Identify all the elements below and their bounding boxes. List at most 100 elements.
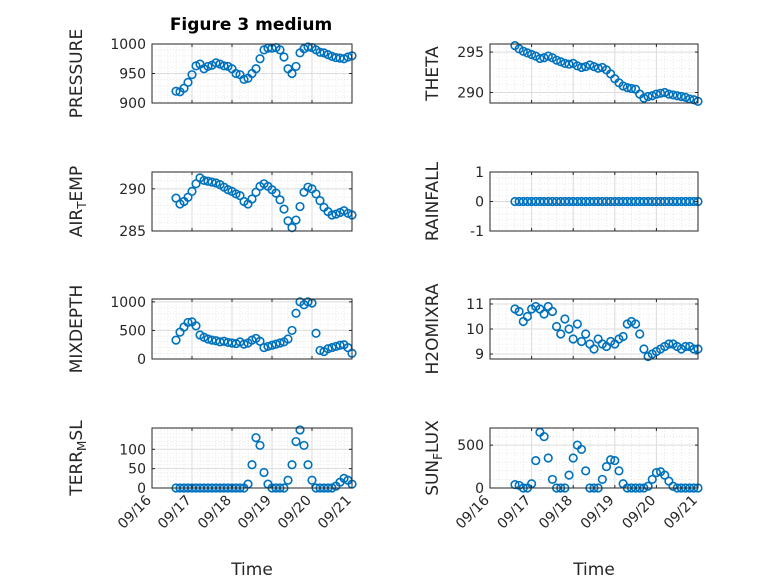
data-point xyxy=(626,83,637,94)
x-tick-label: 09/18 xyxy=(195,493,235,533)
x-tick-label: 09/18 xyxy=(536,493,576,533)
data-point xyxy=(514,306,524,317)
data-point xyxy=(556,57,566,67)
data-point xyxy=(311,328,321,338)
data-point xyxy=(187,186,197,196)
data-point xyxy=(203,61,213,72)
data-point xyxy=(171,335,181,345)
data-point xyxy=(311,189,321,199)
x-tick-label: 09/21 xyxy=(315,493,355,533)
data-point xyxy=(618,331,628,342)
data-point xyxy=(287,68,297,79)
axes-box xyxy=(489,43,699,104)
data-point xyxy=(267,340,277,350)
data-point xyxy=(315,196,325,206)
y-axis-label: TERRMSL xyxy=(67,420,89,497)
data-point xyxy=(660,87,670,98)
figure-title: Figure 3 medium xyxy=(170,15,332,35)
y-tick-label: 295 xyxy=(457,45,484,61)
data-point xyxy=(287,460,297,470)
data-point xyxy=(560,314,570,324)
data-point xyxy=(247,460,257,470)
subplot-terrmsl: 0 50 100 09/16 09/17 09/18 09/19 09/20 09/21 Time… xyxy=(67,420,357,580)
data-point xyxy=(247,194,257,204)
data-point xyxy=(539,309,549,319)
y-tick-label: 500 xyxy=(119,323,146,339)
data-point xyxy=(551,321,562,332)
data-point xyxy=(668,90,678,100)
data-point xyxy=(283,475,293,485)
y-axis-label: SUNFLUX xyxy=(423,420,445,496)
y-tick-label: 1000 xyxy=(110,37,146,53)
data-point xyxy=(551,55,562,65)
data-point xyxy=(547,474,558,485)
data-point xyxy=(643,91,653,102)
data-point xyxy=(327,342,337,353)
subplot-pressure: 900 950 1000 PRESSURE xyxy=(67,29,357,118)
data-point xyxy=(564,324,574,334)
data-point xyxy=(291,436,301,447)
data-point xyxy=(543,51,553,61)
data-point xyxy=(568,453,578,463)
data-point xyxy=(279,204,289,214)
data-point xyxy=(231,68,241,79)
x-axis-label: Time xyxy=(230,560,273,580)
data-point xyxy=(664,339,674,349)
data-point xyxy=(283,334,293,344)
data-point xyxy=(622,83,632,93)
data-point xyxy=(211,58,221,68)
data-point xyxy=(680,341,691,352)
data-point xyxy=(303,460,313,470)
data-point xyxy=(572,319,582,329)
y-tick-label: 900 xyxy=(119,96,146,112)
x-tick-label: 09/20 xyxy=(275,493,315,533)
data-point xyxy=(618,81,628,91)
subplot-rainfall: -1 0 1 RAINFALL xyxy=(423,161,703,241)
data-point xyxy=(556,329,566,339)
data-point xyxy=(263,341,273,352)
data-point xyxy=(335,340,345,350)
data-point xyxy=(518,46,528,56)
data-point xyxy=(672,91,682,101)
data-point xyxy=(323,344,333,354)
x-tick-label: 09/16 xyxy=(453,492,493,532)
data-point xyxy=(614,466,624,476)
data-point xyxy=(522,48,533,58)
data-point xyxy=(535,53,545,64)
x-tick-label: 09/19 xyxy=(235,493,275,533)
data-point xyxy=(259,467,269,478)
y-tick-label: 9 xyxy=(475,347,484,363)
data-point xyxy=(187,70,197,80)
data-point xyxy=(251,64,261,74)
series-pressure xyxy=(171,42,357,97)
data-point xyxy=(275,45,285,55)
data-point xyxy=(295,201,305,212)
subplot-h2omixra: 9 10 11 H2OMIXRA xyxy=(423,283,703,375)
subplot-theta: 290 295 THETA xyxy=(423,41,703,106)
data-point xyxy=(597,474,607,485)
subplot-sunflux: 0 500 09/16 09/17 09/18 09/19 09/20 09/21 Time SU… xyxy=(423,420,703,580)
y-tick-label: -1 xyxy=(470,224,484,240)
data-point xyxy=(259,342,269,353)
subplot-mixdepth: 0 500 1000 MIXDEPTH xyxy=(67,285,357,373)
data-point xyxy=(251,433,261,443)
data-point xyxy=(581,466,591,476)
data-point xyxy=(299,440,309,451)
data-point xyxy=(676,91,686,102)
data-point xyxy=(255,54,265,64)
x-tick-label: 09/21 xyxy=(661,493,701,533)
data-point xyxy=(539,431,549,442)
data-point xyxy=(576,444,587,455)
data-point xyxy=(531,455,541,466)
y-tick-label: 285 xyxy=(119,224,146,240)
y-tick-label: 0 xyxy=(475,481,484,497)
data-point xyxy=(576,62,587,73)
axes-box xyxy=(151,427,353,489)
data-point xyxy=(601,461,612,472)
series-theta xyxy=(510,41,703,106)
data-point xyxy=(643,481,653,491)
axes-box xyxy=(489,427,699,489)
data-point xyxy=(255,440,265,451)
data-point xyxy=(522,311,533,322)
